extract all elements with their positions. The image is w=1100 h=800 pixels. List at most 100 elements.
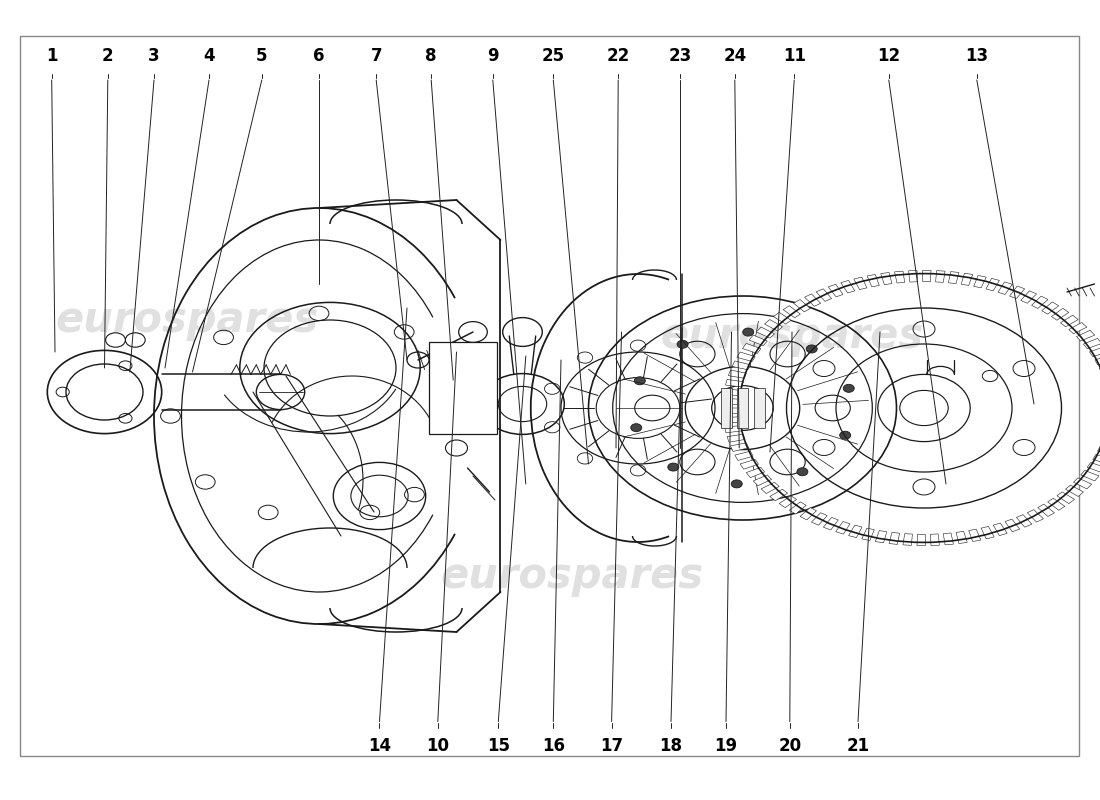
Polygon shape: [724, 389, 741, 396]
Text: eurospares: eurospares: [55, 299, 319, 341]
Polygon shape: [1037, 504, 1055, 517]
Polygon shape: [974, 275, 987, 288]
Text: 24: 24: [723, 47, 747, 65]
Polygon shape: [993, 523, 1008, 535]
Circle shape: [630, 424, 641, 432]
Polygon shape: [779, 496, 796, 508]
Circle shape: [806, 345, 817, 353]
Text: 23: 23: [668, 47, 692, 65]
Polygon shape: [1005, 519, 1020, 532]
Polygon shape: [804, 294, 821, 306]
Polygon shape: [1066, 485, 1083, 497]
Polygon shape: [770, 490, 788, 501]
Polygon shape: [723, 398, 739, 405]
Polygon shape: [1027, 510, 1044, 522]
Polygon shape: [793, 299, 811, 312]
Polygon shape: [1074, 478, 1091, 489]
Polygon shape: [1057, 492, 1075, 503]
Polygon shape: [909, 270, 917, 282]
Polygon shape: [726, 379, 744, 387]
Polygon shape: [861, 528, 875, 541]
Circle shape: [839, 431, 850, 439]
Text: 21: 21: [846, 737, 870, 754]
Polygon shape: [981, 526, 994, 539]
Text: 4: 4: [204, 47, 214, 65]
Polygon shape: [944, 533, 954, 545]
Polygon shape: [754, 475, 771, 486]
Circle shape: [742, 328, 754, 336]
Polygon shape: [723, 408, 739, 414]
Polygon shape: [867, 274, 879, 287]
Polygon shape: [723, 417, 740, 423]
Polygon shape: [1047, 498, 1065, 510]
Polygon shape: [1080, 470, 1099, 481]
Polygon shape: [836, 522, 850, 534]
Polygon shape: [1016, 514, 1032, 527]
Polygon shape: [917, 534, 925, 546]
Text: 20: 20: [778, 737, 802, 754]
Polygon shape: [1089, 347, 1100, 357]
Text: 10: 10: [427, 737, 449, 754]
Bar: [429, 342, 497, 434]
Polygon shape: [961, 273, 972, 286]
Polygon shape: [969, 529, 981, 542]
Polygon shape: [881, 273, 892, 285]
Polygon shape: [737, 352, 756, 362]
Polygon shape: [936, 270, 945, 282]
Polygon shape: [783, 306, 801, 318]
Polygon shape: [848, 525, 862, 538]
Polygon shape: [1060, 315, 1078, 326]
Text: 13: 13: [965, 47, 989, 65]
Polygon shape: [725, 426, 742, 433]
Polygon shape: [800, 507, 816, 520]
Bar: [737, 388, 748, 428]
Text: eurospares: eurospares: [660, 315, 924, 357]
Polygon shape: [828, 284, 843, 297]
Polygon shape: [948, 271, 959, 283]
Polygon shape: [956, 531, 967, 543]
Text: 2: 2: [102, 47, 113, 65]
Polygon shape: [730, 443, 749, 451]
Polygon shape: [1032, 296, 1048, 309]
Polygon shape: [749, 335, 768, 346]
Circle shape: [844, 384, 855, 392]
Polygon shape: [1092, 454, 1100, 464]
Polygon shape: [986, 278, 1000, 291]
Text: 15: 15: [487, 737, 509, 754]
Polygon shape: [931, 534, 939, 546]
Text: 22: 22: [606, 47, 630, 65]
Polygon shape: [773, 313, 791, 324]
Polygon shape: [757, 327, 774, 338]
Text: 3: 3: [148, 47, 159, 65]
Text: 16: 16: [542, 737, 564, 754]
Polygon shape: [812, 513, 827, 526]
Polygon shape: [923, 270, 931, 282]
Polygon shape: [1077, 330, 1094, 341]
Text: 1: 1: [46, 47, 57, 65]
Polygon shape: [1069, 322, 1087, 334]
Polygon shape: [1098, 446, 1100, 455]
Text: 5: 5: [256, 47, 267, 65]
Polygon shape: [823, 518, 838, 530]
Polygon shape: [889, 533, 900, 545]
Polygon shape: [840, 281, 855, 293]
Polygon shape: [764, 319, 782, 331]
Circle shape: [796, 468, 807, 476]
Bar: [720, 388, 732, 428]
Polygon shape: [790, 502, 806, 514]
Polygon shape: [742, 343, 761, 354]
Polygon shape: [876, 530, 887, 543]
Text: 12: 12: [877, 47, 901, 65]
Circle shape: [732, 480, 742, 488]
Circle shape: [668, 463, 679, 471]
Polygon shape: [1010, 286, 1025, 298]
Circle shape: [635, 377, 646, 385]
Polygon shape: [761, 482, 779, 494]
Text: 8: 8: [426, 47, 437, 65]
Polygon shape: [1094, 355, 1100, 365]
Polygon shape: [746, 467, 764, 478]
Polygon shape: [740, 459, 759, 469]
Polygon shape: [816, 289, 832, 302]
Text: 18: 18: [660, 737, 682, 754]
Bar: [754, 388, 764, 428]
